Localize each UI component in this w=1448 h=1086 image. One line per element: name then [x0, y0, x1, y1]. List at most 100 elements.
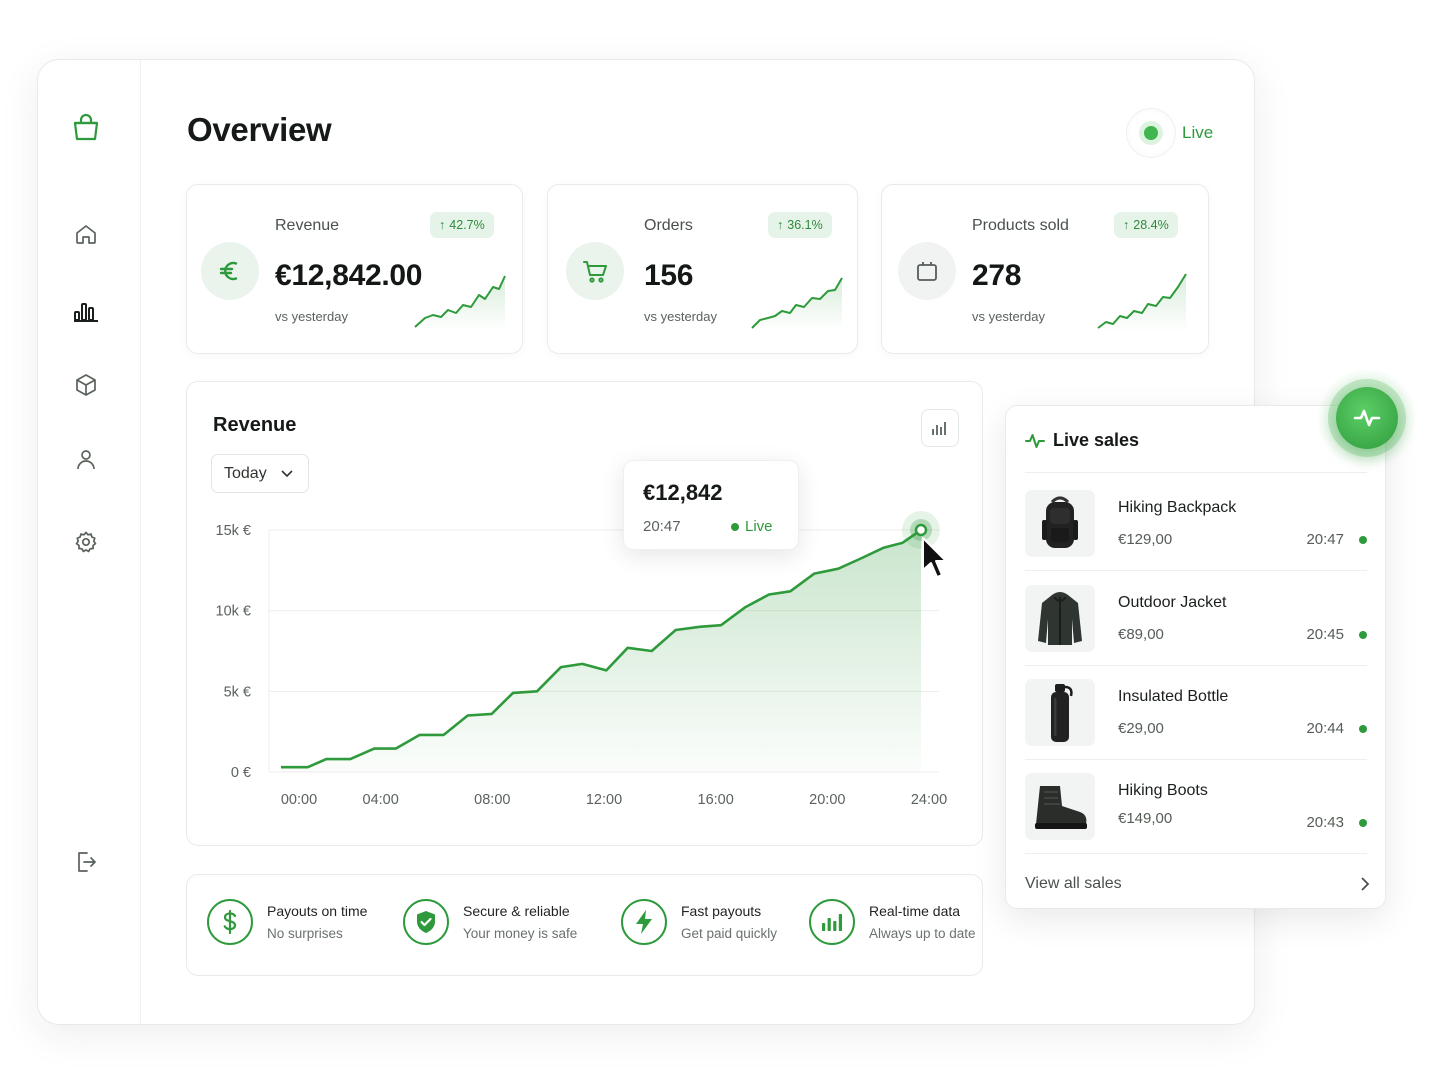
feature-title: Real-time data	[869, 903, 961, 919]
activity-pulse-icon	[1336, 387, 1398, 449]
change-badge: ↑ 28.4%	[1114, 212, 1178, 238]
bottle-image	[1025, 679, 1095, 746]
kpi-card-revenue[interactable]: Revenue ↑ 42.7% €12,842.00 vs yesterday	[186, 184, 523, 354]
live-sales-panel: Live sales Hiking Backpack €129,00 20:47…	[1005, 405, 1386, 909]
analytics-icon[interactable]	[71, 296, 101, 326]
settings-gear-icon[interactable]	[71, 527, 101, 557]
sale-item[interactable]: Outdoor Jacket €89,00 20:45	[1025, 585, 1370, 655]
tooltip-live: Live	[731, 518, 773, 535]
mouse-cursor-icon	[922, 537, 947, 578]
logout-icon[interactable]	[71, 847, 101, 877]
sale-name: Hiking Boots	[1118, 782, 1208, 799]
live-status-indicator[interactable]: Live	[1126, 108, 1246, 158]
kpi-card-products-sold[interactable]: Products sold ↑ 28.4% 278 vs yesterday	[881, 184, 1209, 354]
boots-image	[1025, 773, 1095, 840]
divider	[1025, 472, 1367, 473]
bar-chart-icon	[809, 899, 855, 945]
feature-realtime: Real-time data Always up to date	[809, 899, 976, 945]
sale-price: €149,00	[1118, 810, 1173, 827]
sale-time: 20:44	[1306, 720, 1344, 737]
feature-sub: Your money is safe	[463, 926, 578, 941]
live-pulse-button[interactable]	[1318, 369, 1416, 467]
divider	[1025, 853, 1367, 854]
change-badge: ↑ 42.7%	[430, 212, 494, 238]
kpi-value: 156	[644, 259, 694, 292]
chevron-right-icon	[1361, 877, 1370, 891]
tooltip-time: 20:47	[643, 518, 681, 535]
status-dot	[1359, 536, 1367, 544]
feature-sub: No surprises	[267, 926, 343, 941]
bar-chart-icon	[932, 422, 946, 435]
y-tick-label: 0 €	[231, 765, 251, 781]
arrow-up-icon: ↑	[777, 218, 784, 232]
shield-check-icon	[403, 899, 449, 945]
y-tick-label: 15k €	[216, 523, 251, 539]
chevron-down-icon	[281, 469, 293, 477]
x-tick-label: 04:00	[363, 792, 399, 808]
cart-icon	[566, 242, 624, 300]
activity-pulse-icon	[1025, 433, 1045, 448]
revenue-chart-card: Revenue Today 0 € 5k € 10k € 15k € 00:00 04:0…	[186, 381, 983, 846]
user-icon[interactable]	[71, 444, 101, 474]
live-dot-icon	[731, 522, 739, 531]
x-tick-label: 12:00	[586, 792, 622, 808]
feature-payouts: Payouts on time No surprises	[207, 899, 367, 945]
kpi-card-orders[interactable]: Orders ↑ 36.1% 156 vs yesterday	[547, 184, 858, 354]
status-dot	[1359, 631, 1367, 639]
period-select[interactable]: Today	[211, 454, 309, 493]
live-sales-header: Live sales	[1025, 430, 1139, 451]
feature-title: Secure & reliable	[463, 903, 570, 919]
tooltip-value: €12,842	[643, 480, 723, 505]
revenue-line	[281, 528, 922, 769]
live-sales-title: Live sales	[1053, 430, 1140, 450]
arrow-up-icon: ↑	[1123, 218, 1130, 232]
sale-time: 20:47	[1306, 531, 1344, 548]
x-tick-label: 20:00	[809, 792, 845, 808]
chart-type-button[interactable]	[921, 409, 959, 447]
kpi-sub: vs yesterday	[644, 309, 717, 324]
feature-sub: Always up to date	[869, 926, 976, 941]
sale-item[interactable]: Hiking Boots €149,00 20:43	[1025, 773, 1370, 843]
arrow-up-icon: ↑	[439, 218, 446, 232]
divider	[1025, 665, 1367, 666]
revenue-chart: 0 € 5k € 10k € 15k € 00:00 04:00 08:00 12:00 16:…	[216, 511, 947, 808]
feature-title: Payouts on time	[267, 903, 368, 919]
status-dot	[1359, 819, 1367, 827]
features-strip: Payouts on time No surprises Secure & rel…	[186, 874, 983, 976]
chart-title: Revenue	[213, 414, 297, 436]
feature-secure: Secure & reliable Your money is safe	[403, 899, 577, 945]
x-tick-label: 24:00	[911, 792, 947, 808]
page-title: Overview	[187, 111, 332, 148]
sparkline	[751, 277, 843, 331]
status-dot	[1359, 725, 1367, 733]
y-tick-label: 5k €	[224, 684, 251, 700]
dollar-icon	[207, 899, 253, 945]
period-value: Today	[224, 464, 267, 482]
products-box-icon[interactable]	[71, 370, 101, 400]
x-tick-label: 16:00	[698, 792, 734, 808]
view-all-sales-link[interactable]: View all sales	[1025, 870, 1370, 898]
feature-sub: Get paid quickly	[681, 926, 778, 941]
sale-item[interactable]: Insulated Bottle €29,00 20:44	[1025, 679, 1370, 749]
divider	[1025, 759, 1367, 760]
jacket-image	[1025, 585, 1095, 652]
backpack-image	[1025, 490, 1095, 557]
kpi-sub: vs yesterday	[275, 309, 348, 324]
live-point	[914, 523, 928, 537]
sale-name: Hiking Backpack	[1118, 499, 1237, 516]
home-icon[interactable]	[71, 219, 101, 249]
y-tick-label: 10k €	[216, 604, 251, 620]
kpi-label: Revenue	[275, 217, 340, 234]
sale-item[interactable]: Hiking Backpack €129,00 20:47	[1025, 490, 1370, 560]
sale-price: €129,00	[1118, 531, 1173, 548]
change-badge: ↑ 36.1%	[768, 212, 832, 238]
x-tick-label: 08:00	[474, 792, 510, 808]
kpi-label: Orders	[644, 217, 693, 234]
sale-name: Insulated Bottle	[1118, 688, 1229, 705]
shopping-bag-logo-icon[interactable]	[71, 112, 101, 142]
box-icon	[898, 242, 956, 300]
sale-time: 20:43	[1306, 814, 1344, 831]
live-label: Live	[1182, 123, 1214, 142]
feature-title: Fast payouts	[681, 903, 762, 919]
sparkline	[414, 275, 506, 331]
